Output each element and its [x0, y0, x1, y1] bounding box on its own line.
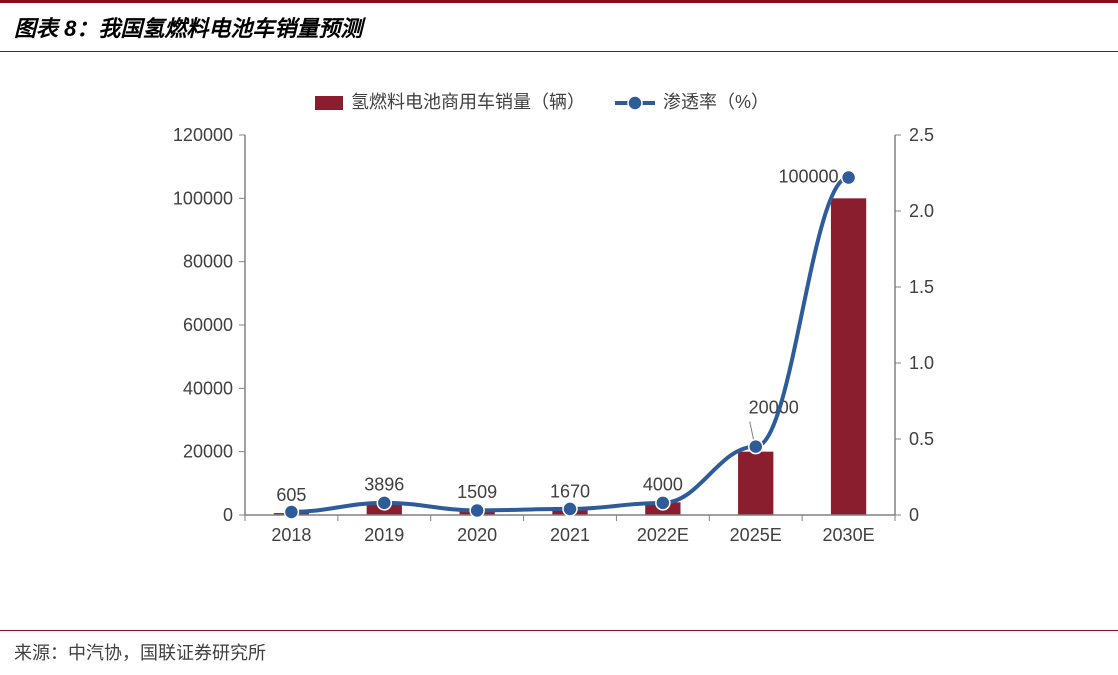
title-bar: 图表 8：我国氢燃料电池车销量预测 [0, 0, 1118, 52]
line-marker [842, 171, 856, 185]
bar-value-label: 605 [276, 485, 306, 505]
y2-tick-label: 2.5 [909, 125, 934, 145]
legend-swatch-bar [315, 96, 343, 110]
x-tick-label: 2020 [457, 525, 497, 545]
x-tick-label: 2030E [823, 525, 875, 545]
x-tick-label: 2022E [637, 525, 689, 545]
y1-tick-label: 40000 [183, 378, 233, 398]
bar-value-label: 1670 [550, 482, 590, 502]
bar-value-label: 100000 [778, 166, 838, 186]
line-marker [563, 502, 577, 516]
bar [738, 452, 773, 515]
figure-title: 图表 8：我国氢燃料电池车销量预测 [14, 16, 362, 41]
legend-label-bar: 氢燃料电池商用车销量（辆） [351, 92, 585, 112]
x-tick-label: 2025E [730, 525, 782, 545]
y1-tick-label: 120000 [173, 125, 233, 145]
line-marker [470, 503, 484, 517]
y1-tick-label: 20000 [183, 442, 233, 462]
bar-value-label: 20000 [749, 398, 799, 418]
x-tick-label: 2018 [271, 525, 311, 545]
bar-value-label: 4000 [643, 474, 683, 494]
chart-area: 0 20000 40000 60000 80000 100000 120000 0 0.5 1.0… [150, 90, 990, 580]
y1-tick-label: 80000 [183, 252, 233, 272]
source-bar: 来源：中汽协，国联证券研究所 [0, 630, 1118, 675]
y2-tick-label: 2.0 [909, 201, 934, 221]
legend-label-line: 渗透率（%） [663, 92, 769, 112]
y2-tick-label: 0 [909, 505, 919, 525]
source-text: 来源：中汽协，国联证券研究所 [14, 643, 266, 663]
y1-tick-label: 60000 [183, 315, 233, 335]
bar [831, 198, 866, 515]
bar-value-label: 1509 [457, 482, 497, 502]
x-tick-label: 2019 [364, 525, 404, 545]
chart-svg: 0 20000 40000 60000 80000 100000 120000 0 0.5 1.0… [150, 90, 990, 580]
x-tick-label: 2021 [550, 525, 590, 545]
y2-tick-label: 1.5 [909, 277, 934, 297]
y1-tick-label: 100000 [173, 188, 233, 208]
line-marker [377, 496, 391, 510]
y1-tick-label: 0 [223, 505, 233, 525]
y2-tick-label: 1.0 [909, 353, 934, 373]
legend-marker-icon [628, 96, 642, 110]
figure-container: 图表 8：我国氢燃料电池车销量预测 0200004000060000800001… [0, 0, 1118, 675]
line-marker [749, 440, 763, 454]
bar-value-label: 3896 [364, 475, 404, 495]
line-marker [284, 505, 298, 519]
y2-tick-label: 0.5 [909, 429, 934, 449]
line-marker [656, 496, 670, 510]
